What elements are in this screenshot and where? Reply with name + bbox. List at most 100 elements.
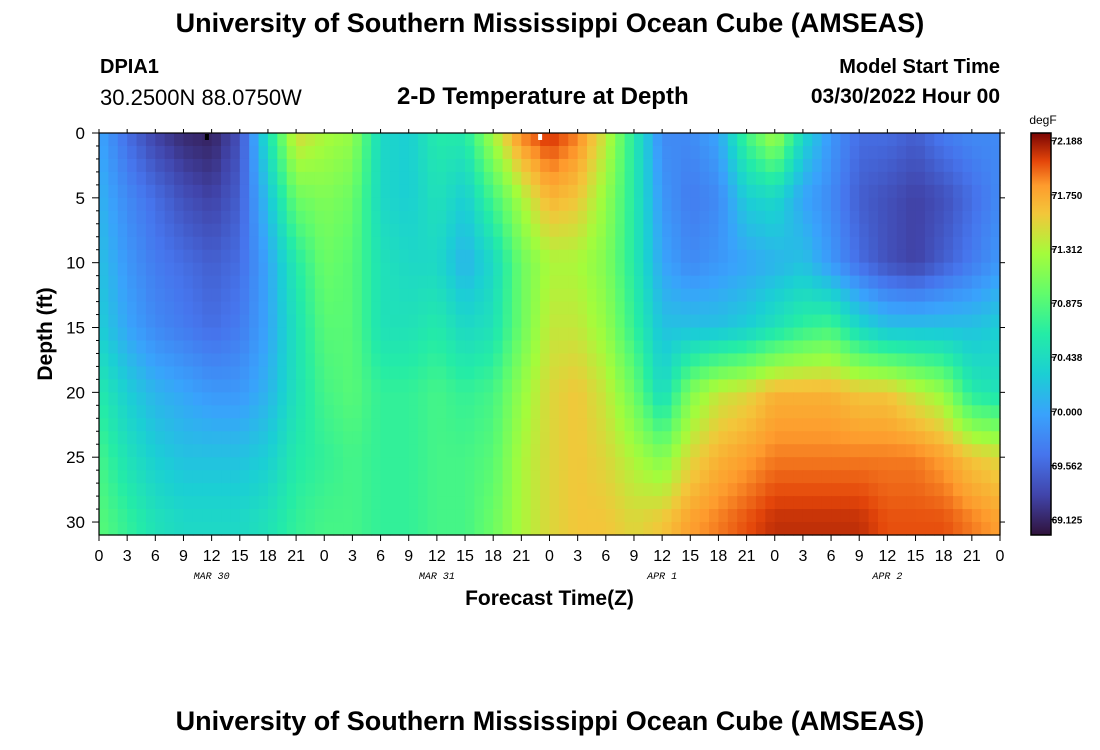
heatmap-cell — [652, 366, 663, 380]
heatmap-cell — [502, 184, 513, 199]
heatmap-cell — [474, 301, 485, 316]
heatmap-cell — [812, 392, 823, 406]
heatmap-cell — [662, 262, 673, 277]
heatmap-cell — [183, 249, 194, 264]
heatmap-cell — [361, 236, 372, 251]
heatmap-cell — [408, 314, 419, 329]
heatmap-cell — [643, 327, 654, 342]
heatmap-cell — [802, 210, 813, 225]
heatmap-cell — [849, 288, 860, 303]
heatmap-cell — [418, 145, 429, 160]
heatmap-cell — [136, 133, 147, 147]
heatmap-cell — [408, 301, 419, 316]
heatmap-cell — [145, 327, 156, 342]
heatmap-cell — [568, 314, 579, 329]
heatmap-cell — [436, 158, 447, 173]
heatmap-cell — [868, 418, 879, 432]
heatmap-cell — [164, 470, 175, 484]
heatmap-cell — [812, 431, 823, 445]
heatmap-cell — [643, 223, 654, 238]
heatmap-cell — [530, 171, 541, 186]
heatmap-cell — [690, 197, 701, 212]
heatmap-cell — [164, 522, 175, 536]
heatmap-cell — [784, 340, 795, 355]
heatmap-cell — [896, 431, 907, 445]
heatmap-cell — [624, 210, 635, 225]
heatmap-cell — [221, 379, 231, 393]
heatmap-cell — [680, 223, 691, 238]
heatmap-cell — [371, 314, 382, 329]
heatmap-cell — [324, 210, 335, 225]
heatmap-cell — [361, 197, 372, 212]
heatmap-cell — [793, 171, 804, 186]
heatmap-cell — [812, 444, 823, 458]
heatmap-cell — [915, 197, 926, 212]
heatmap-cell — [690, 483, 701, 497]
heatmap-cell — [145, 288, 156, 303]
heatmap-cell — [399, 145, 410, 160]
heatmap-cell — [671, 405, 682, 419]
heatmap-cell — [624, 262, 635, 277]
heatmap-cell — [643, 184, 654, 199]
heatmap-cell — [230, 496, 241, 510]
heatmap-cell — [427, 444, 438, 458]
heatmap-cell — [802, 392, 813, 406]
heatmap-cell — [436, 340, 447, 355]
heatmap-cell — [643, 314, 654, 329]
heatmap-cell — [615, 418, 626, 432]
heatmap-cell — [577, 496, 588, 510]
heatmap-cell — [465, 418, 476, 432]
heatmap-cell — [474, 262, 485, 277]
heatmap-cell — [286, 249, 297, 264]
heatmap-cell — [380, 314, 391, 329]
heatmap-cell — [127, 223, 138, 238]
heatmap-cell — [192, 431, 203, 445]
heatmap-cell — [389, 145, 400, 160]
heatmap-cell — [755, 236, 766, 251]
heatmap-cell — [990, 171, 1001, 186]
heatmap-cell — [474, 340, 485, 355]
heatmap-cell — [727, 340, 738, 355]
heatmap-cell — [192, 197, 203, 212]
heatmap-cell — [117, 145, 128, 160]
model-start-label: Model Start Time — [839, 56, 1000, 78]
heatmap-cell — [455, 483, 466, 497]
heatmap-cell — [493, 457, 504, 471]
heatmap-cell — [587, 223, 598, 238]
heatmap-cell — [662, 353, 673, 368]
heatmap-cell — [540, 288, 551, 303]
heatmap-cell — [718, 197, 729, 212]
heatmap-cell — [427, 184, 438, 199]
heatmap-cell — [183, 184, 194, 199]
heatmap-cell — [117, 223, 128, 238]
heatmap-cell — [577, 483, 588, 497]
heatmap-cell — [558, 314, 569, 329]
heatmap-cell — [662, 457, 673, 471]
heatmap-cell — [821, 522, 832, 536]
heatmap-cell — [671, 379, 682, 393]
heatmap-cell — [99, 197, 109, 212]
heatmap-cell — [596, 197, 607, 212]
heatmap-cell — [971, 327, 982, 342]
heatmap-cell — [511, 496, 522, 510]
x-axis-label: Forecast Time(Z) — [465, 587, 634, 610]
heatmap-cell — [493, 379, 504, 393]
heatmap-cell — [859, 496, 870, 510]
heatmap-cell — [718, 223, 729, 238]
heatmap-cell — [249, 496, 260, 510]
heatmap-cell — [953, 496, 964, 510]
y-tick-label: 5 — [76, 189, 85, 208]
heatmap-cell — [493, 353, 504, 368]
heatmap-cell — [380, 496, 391, 510]
heatmap-cell — [774, 444, 785, 458]
heatmap-cell — [108, 405, 119, 419]
heatmap-cell — [483, 223, 494, 238]
heatmap-cell — [286, 431, 297, 445]
heatmap-cell — [99, 275, 109, 290]
heatmap-cell — [99, 223, 109, 238]
heatmap-cell — [211, 301, 222, 316]
heatmap-cell — [784, 457, 795, 471]
heatmap-cell — [511, 340, 522, 355]
heatmap-cell — [962, 288, 973, 303]
heatmap-cell — [906, 522, 917, 536]
